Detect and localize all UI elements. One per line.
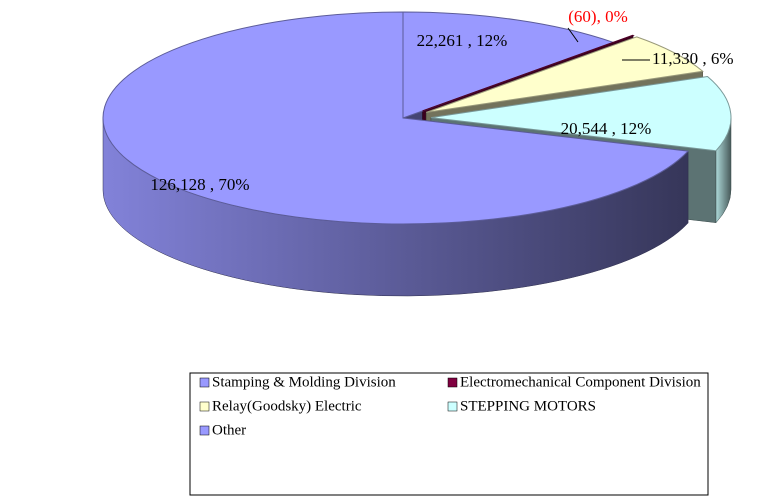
legend-swatch — [447, 377, 458, 388]
data-label: 20,544 , 12% — [561, 119, 652, 138]
legend: Stamping & Molding Division Electromechan… — [199, 374, 701, 438]
data-labels: 22,261 , 12% (60), 0% 11,330 , 6% 20,544 , … — [150, 7, 733, 194]
legend-box — [189, 372, 709, 496]
leader-line — [567, 27, 579, 43]
legend-label: Stamping & Molding Division — [212, 374, 396, 390]
legend-label: Electromechanical Component Division — [460, 374, 701, 390]
pie — [102, 11, 732, 297]
legend-swatch — [447, 401, 458, 412]
legend-label: Other — [212, 422, 246, 438]
legend-swatch — [199, 401, 210, 412]
slice — [426, 36, 704, 113]
data-label: 11,330 , 6% — [652, 49, 734, 68]
data-label: 126,128 , 70% — [150, 175, 249, 194]
legend-label: Relay(Goodsky) Electric — [212, 398, 362, 414]
legend-label: STEPPING MOTORS — [460, 398, 596, 414]
data-label: (60), 0% — [568, 7, 627, 26]
slice — [402, 11, 615, 119]
slice — [422, 34, 635, 112]
legend-swatch — [199, 425, 210, 436]
slice — [102, 11, 690, 225]
legend-swatch — [199, 377, 210, 388]
data-label: 22,261 , 12% — [417, 31, 508, 50]
slice — [430, 75, 732, 152]
